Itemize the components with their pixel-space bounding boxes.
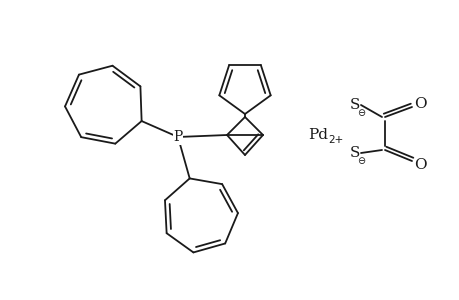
Text: 2+: 2+: [327, 135, 342, 145]
Text: O: O: [413, 158, 425, 172]
Text: ⊖: ⊖: [356, 156, 364, 166]
Text: O: O: [413, 97, 425, 111]
Text: ⊖: ⊖: [356, 108, 364, 118]
Text: P: P: [173, 130, 182, 144]
Text: S: S: [349, 98, 359, 112]
Text: S: S: [349, 146, 359, 160]
Text: Pd: Pd: [308, 128, 327, 142]
